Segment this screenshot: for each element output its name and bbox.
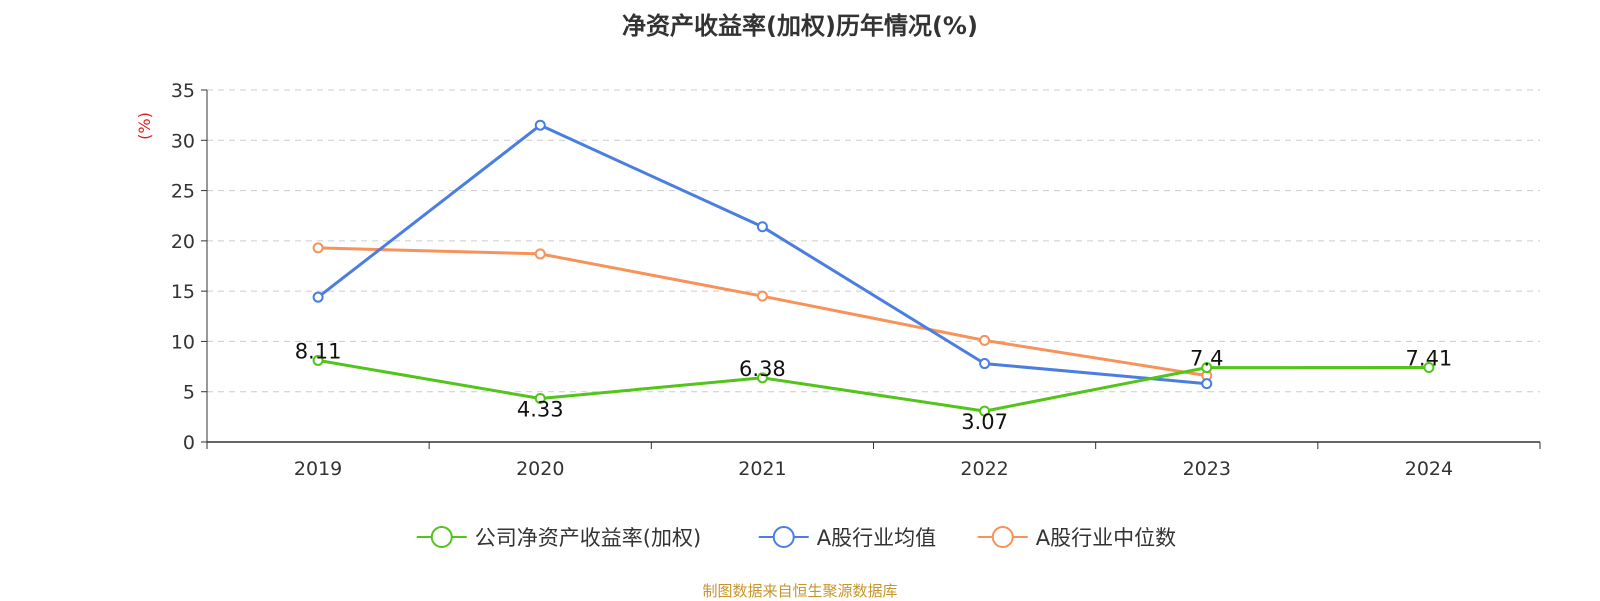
data-label: 6.38 — [739, 357, 786, 381]
legend-marker — [430, 526, 453, 548]
data-point[interactable] — [534, 119, 546, 131]
legend-label: 公司净资产收益率(加权) — [475, 526, 701, 550]
legend-label: A股行业均值 — [817, 526, 936, 550]
x-tick-label: 2023 — [1183, 458, 1231, 480]
y-tick-label: 10 — [171, 331, 195, 353]
y-tick-label: 35 — [171, 80, 195, 102]
data-labels: 8.11 4.33 6.38 3.07 7.4 7.41 — [295, 339, 1453, 434]
data-label: 4.33 — [517, 397, 564, 421]
data-point[interactable] — [756, 290, 768, 302]
data-point[interactable] — [756, 221, 768, 233]
data-source-note: 制图数据来自恒生聚源数据库 — [702, 582, 898, 600]
x-tick-label: 2020 — [516, 458, 564, 480]
series-lines — [312, 119, 1435, 417]
data-point[interactable] — [979, 334, 991, 346]
y-tick-label: 30 — [171, 130, 195, 152]
data-point[interactable] — [756, 372, 768, 384]
legend-marker — [991, 526, 1014, 548]
x-tick-label: 2021 — [738, 458, 786, 480]
y-tick-label: 15 — [171, 281, 195, 303]
legend-item[interactable]: A股行业均值 — [758, 526, 936, 550]
data-point[interactable] — [1201, 362, 1213, 374]
chart-title: 净资产收益率(加权)历年情况(%) — [622, 12, 978, 40]
data-label: 3.07 — [961, 410, 1008, 434]
y-tick-label: 20 — [171, 231, 195, 253]
x-tick-label: 2019 — [294, 458, 342, 480]
data-label: 7.41 — [1406, 346, 1453, 370]
y-axis-unit: (%) — [135, 112, 154, 140]
data-label: 7.4 — [1190, 347, 1223, 371]
legend-item[interactable]: A股行业中位数 — [977, 526, 1176, 550]
legend-item[interactable]: 公司净资产收益率(加权) — [416, 526, 701, 550]
legend[interactable]: 公司净资产收益率(加权) A股行业均值 A股行业中位数 — [416, 526, 1176, 550]
data-point[interactable] — [534, 392, 546, 404]
data-label: 8.11 — [295, 339, 342, 363]
legend-marker — [772, 526, 795, 548]
data-point[interactable] — [1423, 361, 1435, 373]
data-point[interactable] — [312, 242, 324, 254]
data-point[interactable] — [312, 291, 324, 303]
x-tick-label: 2022 — [960, 458, 1008, 480]
grid-lines — [207, 89, 1540, 393]
y-tick-label: 25 — [171, 181, 195, 203]
data-point[interactable] — [534, 248, 546, 260]
axes: 0 5 10 15 20 25 30 35 (%) 2019 2020 2021 2022 2023 202… — [135, 80, 1541, 480]
series-line — [317, 123, 1207, 386]
y-tick-label: 0 — [183, 432, 195, 454]
legend-label: A股行业中位数 — [1036, 526, 1176, 550]
data-point[interactable] — [979, 358, 991, 370]
data-point[interactable] — [979, 405, 991, 417]
data-point[interactable] — [1201, 378, 1213, 390]
data-point[interactable] — [312, 354, 324, 366]
x-tick-label: 2024 — [1405, 458, 1453, 480]
series-line — [317, 358, 1429, 413]
y-tick-label: 5 — [183, 382, 195, 404]
